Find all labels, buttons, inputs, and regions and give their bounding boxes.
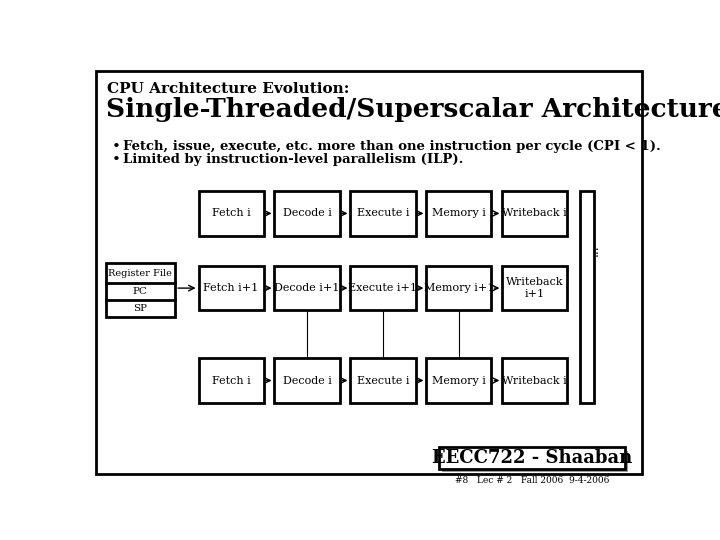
Text: Single-Threaded/Superscalar Architectures: Single-Threaded/Superscalar Architecture… — [106, 97, 720, 122]
Text: SP: SP — [133, 305, 148, 313]
Bar — [442, 450, 628, 472]
Text: Decode i: Decode i — [282, 208, 331, 218]
Text: Limited by instruction-level parallelism (ILP).: Limited by instruction-level parallelism… — [122, 153, 463, 166]
Text: Writeback i: Writeback i — [503, 208, 567, 218]
Bar — [199, 266, 264, 310]
Bar — [274, 191, 340, 236]
Text: Execute i: Execute i — [356, 208, 409, 218]
Bar — [503, 191, 567, 236]
Bar — [426, 191, 492, 236]
Bar — [426, 358, 492, 403]
Text: Memory i+1: Memory i+1 — [423, 283, 494, 293]
Text: #8   Lec # 2   Fall 2006  9-4-2006: #8 Lec # 2 Fall 2006 9-4-2006 — [454, 476, 609, 485]
Text: ...: ... — [588, 245, 601, 256]
Bar — [199, 358, 264, 403]
Bar — [274, 266, 340, 310]
Text: •: • — [112, 140, 120, 154]
Text: Decode i+1: Decode i+1 — [274, 283, 340, 293]
Text: EECC722 - Shaaban: EECC722 - Shaaban — [431, 449, 632, 467]
Bar — [351, 358, 415, 403]
Bar — [503, 358, 567, 403]
Text: Register File: Register File — [109, 269, 172, 278]
Bar — [351, 266, 415, 310]
Text: Fetch i+1: Fetch i+1 — [204, 283, 258, 293]
Bar — [438, 448, 625, 469]
Text: •: • — [112, 153, 120, 167]
Bar — [351, 191, 415, 236]
Bar — [199, 191, 264, 236]
Text: Fetch i: Fetch i — [212, 375, 251, 386]
Text: PC: PC — [133, 287, 148, 296]
Text: Fetch, issue, execute, etc. more than one instruction per cycle (CPI < 1).: Fetch, issue, execute, etc. more than on… — [122, 140, 660, 153]
Bar — [106, 264, 175, 318]
Text: Execute i+1: Execute i+1 — [348, 283, 418, 293]
Bar — [274, 358, 340, 403]
Text: CPU Architecture Evolution:: CPU Architecture Evolution: — [107, 82, 349, 96]
Text: Writeback i: Writeback i — [503, 375, 567, 386]
Bar — [503, 266, 567, 310]
Text: Memory i: Memory i — [432, 208, 486, 218]
Text: Fetch i: Fetch i — [212, 208, 251, 218]
Bar — [580, 191, 594, 403]
Text: Memory i: Memory i — [432, 375, 486, 386]
Text: Decode i: Decode i — [282, 375, 331, 386]
Bar — [426, 266, 492, 310]
Text: Execute i: Execute i — [356, 375, 409, 386]
Text: Writeback
i+1: Writeback i+1 — [506, 278, 564, 299]
